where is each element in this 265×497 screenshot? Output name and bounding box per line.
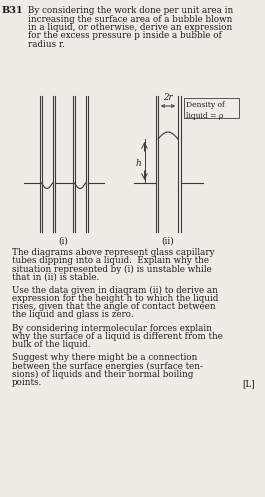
Text: radius r.: radius r.	[28, 40, 65, 49]
Text: bulk of the liquid.: bulk of the liquid.	[12, 340, 91, 349]
Text: situation represented by (i) is unstable while: situation represented by (i) is unstable…	[12, 264, 212, 273]
Text: By considering the work done per unit area in: By considering the work done per unit ar…	[28, 6, 233, 15]
Text: h: h	[136, 159, 142, 167]
Text: Suggest why there might be a connection: Suggest why there might be a connection	[12, 353, 197, 362]
Text: points.: points.	[12, 378, 42, 387]
Text: 2r: 2r	[163, 93, 173, 102]
Text: why the surface of a liquid is different from the: why the surface of a liquid is different…	[12, 332, 223, 341]
Text: expression for the height h to which the liquid: expression for the height h to which the…	[12, 294, 218, 303]
Text: (i): (i)	[59, 237, 68, 246]
Text: B31: B31	[2, 6, 24, 15]
Text: between the surface energies (surface ten-: between the surface energies (surface te…	[12, 361, 203, 371]
Text: (ii): (ii)	[162, 237, 174, 246]
Text: sions) of liquids and their normal boiling: sions) of liquids and their normal boili…	[12, 370, 193, 379]
Bar	[183, 98, 238, 118]
Text: The diagrams above represent glass capillary: The diagrams above represent glass capil…	[12, 248, 215, 257]
Text: Density of
liquid = ρ: Density of liquid = ρ	[187, 101, 225, 120]
Text: [L]: [L]	[242, 379, 255, 388]
Text: that in (ii) is stable.: that in (ii) is stable.	[12, 272, 99, 282]
Text: By considering intermolecular forces explain: By considering intermolecular forces exp…	[12, 324, 212, 332]
Text: for the excess pressure p inside a bubble of: for the excess pressure p inside a bubbl…	[28, 31, 222, 40]
Text: tubes dipping into a liquid.  Explain why the: tubes dipping into a liquid. Explain why…	[12, 256, 209, 265]
Text: increasing the surface area of a bubble blown: increasing the surface area of a bubble …	[28, 14, 232, 23]
Text: the liquid and glass is zero.: the liquid and glass is zero.	[12, 311, 134, 320]
Text: Use the data given in diagram (ii) to derive an: Use the data given in diagram (ii) to de…	[12, 286, 218, 295]
Text: in a liquid, or otherwise, derive an expression: in a liquid, or otherwise, derive an exp…	[28, 23, 232, 32]
Text: rises, given that the angle of contact between: rises, given that the angle of contact b…	[12, 302, 216, 311]
